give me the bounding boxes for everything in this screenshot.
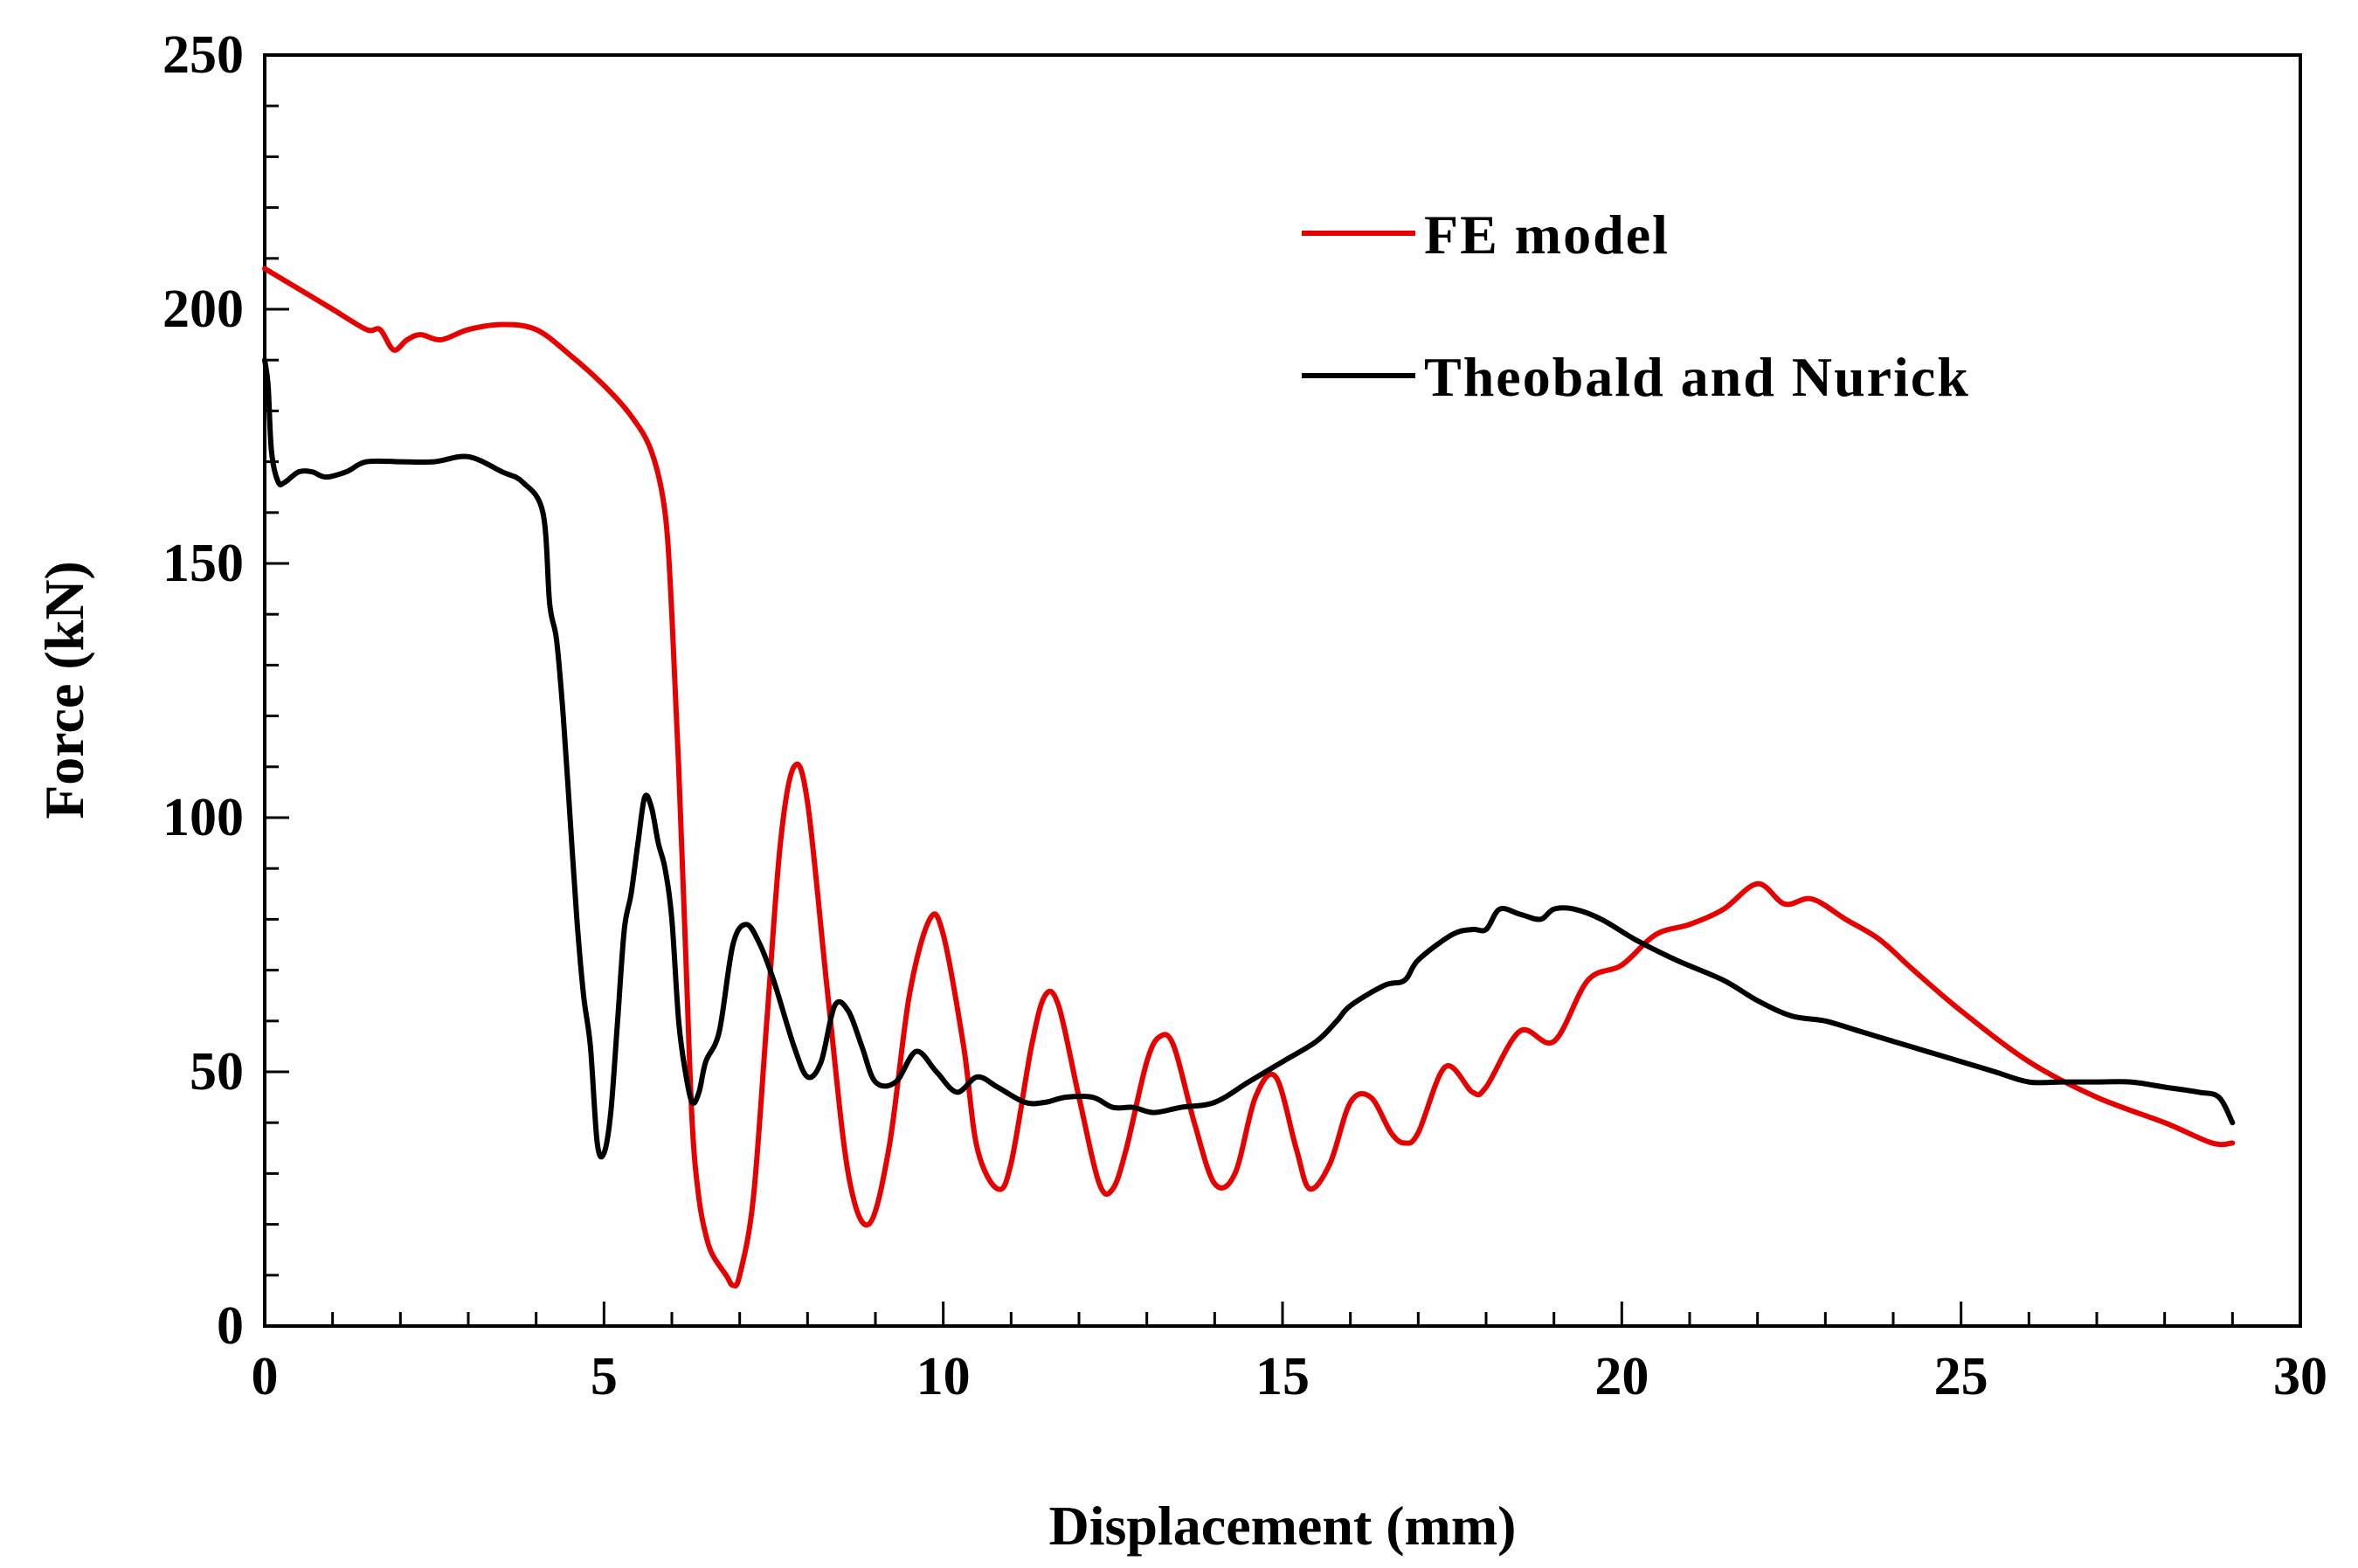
x-tick-label: 25 (1934, 1347, 1988, 1406)
series-layer (262, 266, 2236, 1289)
x-tick-label: 15 (1255, 1347, 1310, 1406)
x-axis-title: Displacement (mm) (1049, 1495, 1517, 1557)
legend-label-theobald-nurick: Theobald and Nurick (1424, 346, 1970, 408)
y-tick-label: 150 (163, 534, 244, 593)
x-tick-label: 30 (2273, 1347, 2327, 1406)
y-tick-label: 200 (163, 280, 244, 339)
y-tick-label: 0 (217, 1296, 244, 1356)
y-axis-title: Force (kN) (33, 561, 95, 819)
axis-ticks (263, 53, 2302, 1328)
legend: FE model Theobald and Nurick (1302, 204, 1970, 408)
series-line-theobald-and-nurick (262, 357, 2236, 1160)
y-tick-label: 100 (163, 788, 244, 847)
x-tick-label: 0 (252, 1347, 279, 1406)
x-tick-label: 20 (1594, 1347, 1649, 1406)
y-tick-label: 250 (163, 25, 244, 85)
y-tick-label: 50 (190, 1042, 244, 1102)
axis-tick-labels: 0 5 10 15 20 25 30 0 50 100 150 200 250 (163, 25, 2327, 1406)
x-tick-label: 5 (591, 1347, 618, 1406)
legend-label-fe-model: FE model (1424, 204, 1670, 266)
x-tick-label: 10 (916, 1347, 971, 1406)
plot-frame (263, 53, 2302, 1328)
series-line-fe-model (262, 266, 2236, 1289)
